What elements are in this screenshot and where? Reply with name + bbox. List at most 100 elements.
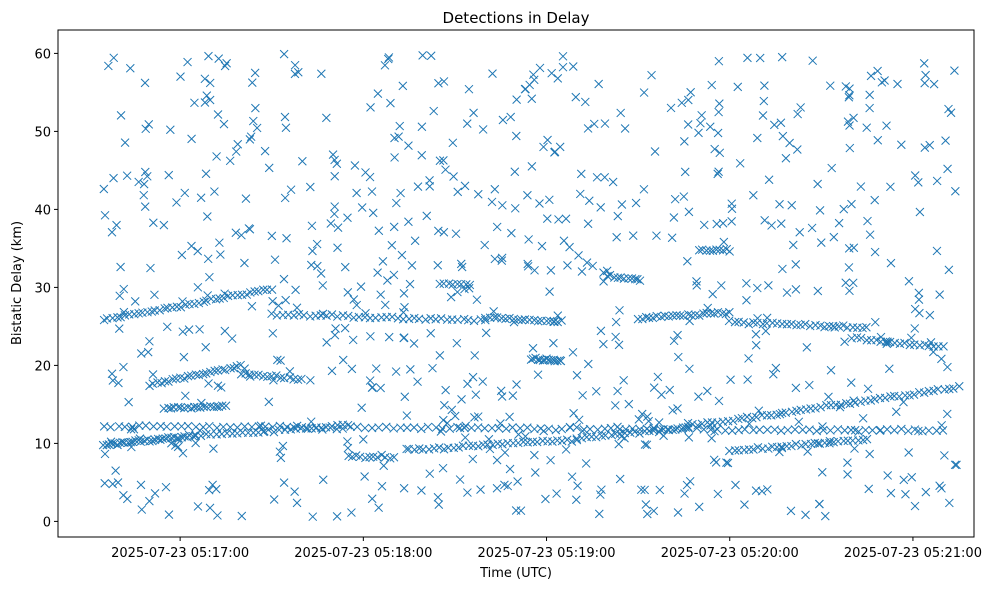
data-point-marker [355, 452, 365, 462]
data-point-marker [791, 259, 801, 269]
data-point-marker [899, 475, 909, 485]
data-point-marker [820, 511, 830, 521]
data-point-marker [247, 78, 257, 88]
data-point-marker [177, 250, 187, 260]
x-tick-label: 2025-07-23 05:20:00 [661, 546, 799, 561]
data-point-marker [715, 245, 724, 255]
data-point-marker [539, 142, 548, 152]
data-point-marker [686, 87, 696, 97]
data-point-marker [390, 153, 399, 162]
data-point-marker [124, 397, 134, 407]
data-point-marker [742, 412, 752, 422]
data-point-marker [864, 484, 874, 494]
data-point-marker [742, 295, 751, 305]
data-point-marker [129, 424, 139, 434]
data-point-marker [852, 333, 862, 342]
data-point-marker [183, 421, 193, 431]
data-point-marker [233, 139, 243, 149]
data-point-marker [139, 179, 149, 189]
x-tick-label: 2025-07-23 05:21:00 [844, 546, 982, 561]
data-point-marker [330, 202, 340, 211]
data-point-marker [525, 80, 535, 90]
data-point-marker [641, 500, 651, 509]
data-point-marker [868, 425, 877, 435]
data-point-marker [487, 423, 497, 433]
data-point-marker [775, 447, 784, 457]
data-point-marker [769, 120, 779, 130]
data-point-marker [349, 295, 359, 304]
data-point-marker [155, 305, 165, 315]
data-point-marker [694, 311, 704, 320]
data-point-marker [679, 192, 689, 201]
data-point-marker [600, 119, 610, 128]
data-point-marker [352, 188, 361, 198]
data-point-marker [796, 103, 805, 112]
data-point-marker [861, 425, 870, 435]
y-tick-label: 40 [34, 203, 51, 218]
data-point-marker [870, 394, 880, 404]
data-point-marker [572, 370, 582, 380]
data-point-marker [567, 437, 577, 446]
data-point-marker [220, 61, 230, 71]
data-point-marker [824, 321, 834, 331]
data-point-marker [220, 289, 230, 299]
data-point-marker [446, 292, 456, 302]
data-point-marker [730, 317, 740, 327]
data-point-marker [352, 422, 362, 432]
data-point-marker [457, 262, 467, 272]
data-point-marker [216, 250, 225, 259]
data-point-marker [404, 141, 413, 150]
data-point-marker [777, 52, 787, 62]
data-point-marker [169, 432, 179, 442]
data-point-marker [366, 103, 375, 112]
data-point-marker [828, 321, 838, 331]
data-point-marker [578, 390, 587, 400]
data-point-marker [465, 280, 475, 290]
data-point-marker [405, 365, 415, 374]
data-point-marker [904, 276, 914, 286]
data-point-marker [488, 69, 497, 78]
data-point-marker [455, 475, 465, 484]
data-point-marker [571, 92, 581, 102]
data-point-marker [866, 71, 876, 81]
data-point-marker [418, 51, 427, 60]
data-point-marker [108, 479, 118, 489]
data-point-marker [462, 119, 472, 128]
data-point-marker [384, 53, 394, 62]
data-point-marker [613, 386, 622, 396]
data-point-marker [845, 84, 854, 93]
data-point-marker [241, 194, 251, 203]
data-point-marker [919, 388, 929, 398]
data-point-marker [271, 371, 281, 380]
data-point-marker [431, 314, 441, 324]
data-point-marker [195, 426, 205, 435]
data-point-marker [915, 207, 925, 217]
data-point-marker [402, 423, 412, 433]
data-point-marker [200, 74, 210, 84]
data-point-marker [777, 408, 787, 418]
data-point-marker [677, 98, 687, 108]
data-point-marker [350, 161, 360, 170]
data-point-marker [145, 436, 154, 446]
data-point-marker [952, 460, 961, 470]
data-point-marker [899, 397, 908, 407]
data-point-marker [134, 308, 144, 318]
data-point-marker [862, 335, 872, 345]
data-point-marker [468, 454, 478, 464]
x-axis-ticks: 2025-07-23 05:17:00 2025-07-23 05:18:00 20… [111, 537, 982, 561]
data-point-marker [896, 140, 906, 150]
data-point-marker [696, 118, 705, 128]
data-point-marker [533, 370, 543, 380]
data-point-marker [468, 372, 478, 382]
data-point-marker [205, 95, 215, 105]
data-point-marker [778, 131, 788, 141]
data-point-marker [187, 134, 196, 144]
data-point-marker [577, 267, 587, 276]
data-point-marker [839, 436, 849, 446]
data-point-marker [303, 424, 313, 434]
data-point-marker [813, 179, 823, 189]
data-point-marker [880, 76, 889, 85]
data-point-marker [791, 383, 801, 393]
data-point-marker [924, 426, 934, 435]
data-point-marker [535, 199, 544, 208]
